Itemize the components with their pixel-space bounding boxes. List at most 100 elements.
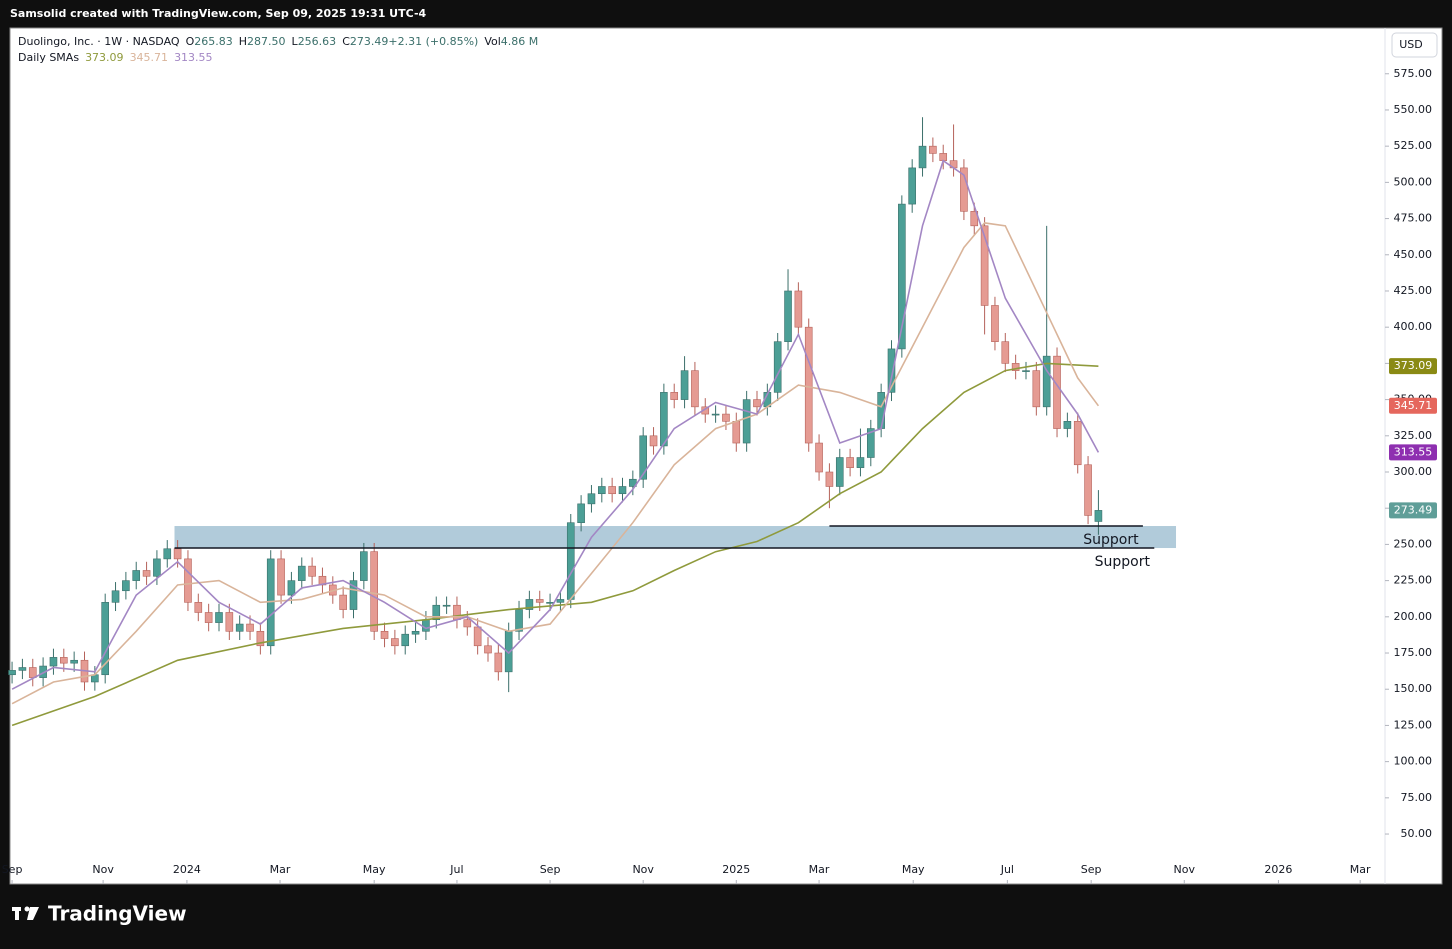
candle-body <box>825 471 834 487</box>
candle-body <box>8 670 16 676</box>
candle-body <box>773 341 782 393</box>
candle-body <box>866 428 875 458</box>
price-badge-label: 313.55 <box>1394 445 1433 458</box>
y-tick-label: 200.00 <box>1394 610 1433 623</box>
candle-body <box>670 392 679 400</box>
candle-body <box>908 167 916 205</box>
price-badge-label: 273.49 <box>1394 503 1433 516</box>
x-tick-label: Mar <box>809 863 830 876</box>
quote-value: 265.83 <box>194 35 233 48</box>
candle-body <box>980 225 989 306</box>
candle-body <box>246 623 254 632</box>
candle-body <box>1073 421 1082 466</box>
price-badge <box>1389 444 1437 461</box>
x-tick-label: Mar <box>270 863 291 876</box>
candle-body <box>194 602 203 613</box>
y-tick-label: 150.00 <box>1394 682 1433 695</box>
candle-body <box>432 604 441 621</box>
candle-body <box>215 612 223 623</box>
candle-body <box>463 619 472 628</box>
candle-body <box>349 580 358 610</box>
y-tick-label: 525.00 <box>1394 139 1433 152</box>
candle-body <box>225 612 234 632</box>
price-badge <box>1389 358 1437 375</box>
x-tick-label: Nov <box>632 863 654 876</box>
logo <box>12 906 39 920</box>
quote-value: 256.63 <box>298 35 337 48</box>
candle-body <box>939 153 948 161</box>
sma-legend-value: 345.71 <box>130 51 169 64</box>
sma-line <box>11 362 1099 727</box>
candle-body <box>835 457 844 487</box>
candle-body <box>1053 355 1061 429</box>
x-tick-label: 2026 <box>1264 863 1292 876</box>
footer-logo: TradingView <box>48 902 187 926</box>
indicator-label: Daily SMAs <box>18 51 79 64</box>
y-tick-label: 175.00 <box>1394 646 1433 659</box>
candle-body <box>1084 464 1092 516</box>
candle-body <box>401 633 410 647</box>
candle-body <box>711 413 720 416</box>
candle-body <box>184 558 192 603</box>
support-zone <box>174 526 1177 549</box>
candle-body <box>163 548 172 560</box>
x-tick-label: May <box>363 863 386 876</box>
candle-body <box>732 421 741 444</box>
candle-body <box>753 399 761 408</box>
quote-label: L <box>292 35 299 48</box>
candle-body <box>877 392 885 429</box>
candle-body <box>360 551 368 581</box>
candle-body <box>473 626 482 647</box>
y-tick-label: 75.00 <box>1401 791 1433 804</box>
y-tick-label: 325.00 <box>1394 429 1433 442</box>
candle-body <box>929 145 937 154</box>
candle-body <box>1042 355 1051 408</box>
quote-line: Duolingo, Inc. · 1W · NASDAQ O265.83 H287.… <box>18 35 538 48</box>
candle-body <box>856 457 865 468</box>
candle-body <box>122 580 130 592</box>
sma-legend-value: 313.55 <box>174 51 213 64</box>
currency-button[interactable] <box>1391 32 1438 58</box>
quote-value: 273.49 <box>350 35 389 48</box>
candle-body <box>691 370 699 408</box>
candle-body <box>28 667 37 678</box>
sma-line <box>11 159 1100 690</box>
y-tick-label: 475.00 <box>1394 212 1433 225</box>
candle-body <box>101 602 109 676</box>
candle-body <box>308 565 316 577</box>
candle-body <box>204 612 213 623</box>
top-bar: Samsolid created with TradingView.com, S… <box>10 7 427 20</box>
y-tick-label: 500.00 <box>1394 175 1433 188</box>
candle-body <box>804 326 813 444</box>
candle-body <box>484 645 492 654</box>
candle-body <box>887 348 896 393</box>
x-tick-label: May <box>902 863 925 876</box>
candle-body <box>722 413 730 422</box>
candle-body <box>618 486 627 495</box>
candle-body <box>784 290 792 342</box>
candle-body <box>1094 510 1103 522</box>
candle-body <box>566 522 575 600</box>
price-badge <box>1389 397 1437 414</box>
y-tick-label: 125.00 <box>1394 718 1433 731</box>
price-badge <box>1389 502 1437 519</box>
quote-label: H <box>239 35 247 48</box>
x-tick-label: 2025 <box>722 863 750 876</box>
candle-body <box>660 392 668 447</box>
price-badge-label: 373.09 <box>1394 359 1433 372</box>
y-tick-label: 425.00 <box>1394 284 1433 297</box>
x-tick-label: Sep <box>2 863 23 876</box>
candle-body <box>515 609 523 632</box>
candle-body <box>587 493 596 505</box>
x-tick-label: Jul <box>1000 863 1014 876</box>
quote-label: C <box>342 35 350 48</box>
candle-body <box>1063 421 1072 429</box>
currency[interactable]: USD <box>1399 38 1423 51</box>
candle-body <box>277 558 285 596</box>
candle-body <box>49 657 58 667</box>
candle-body <box>546 602 554 604</box>
candle-body <box>918 145 927 169</box>
y-tick-label: 400.00 <box>1394 320 1433 333</box>
candle-body <box>991 305 999 342</box>
